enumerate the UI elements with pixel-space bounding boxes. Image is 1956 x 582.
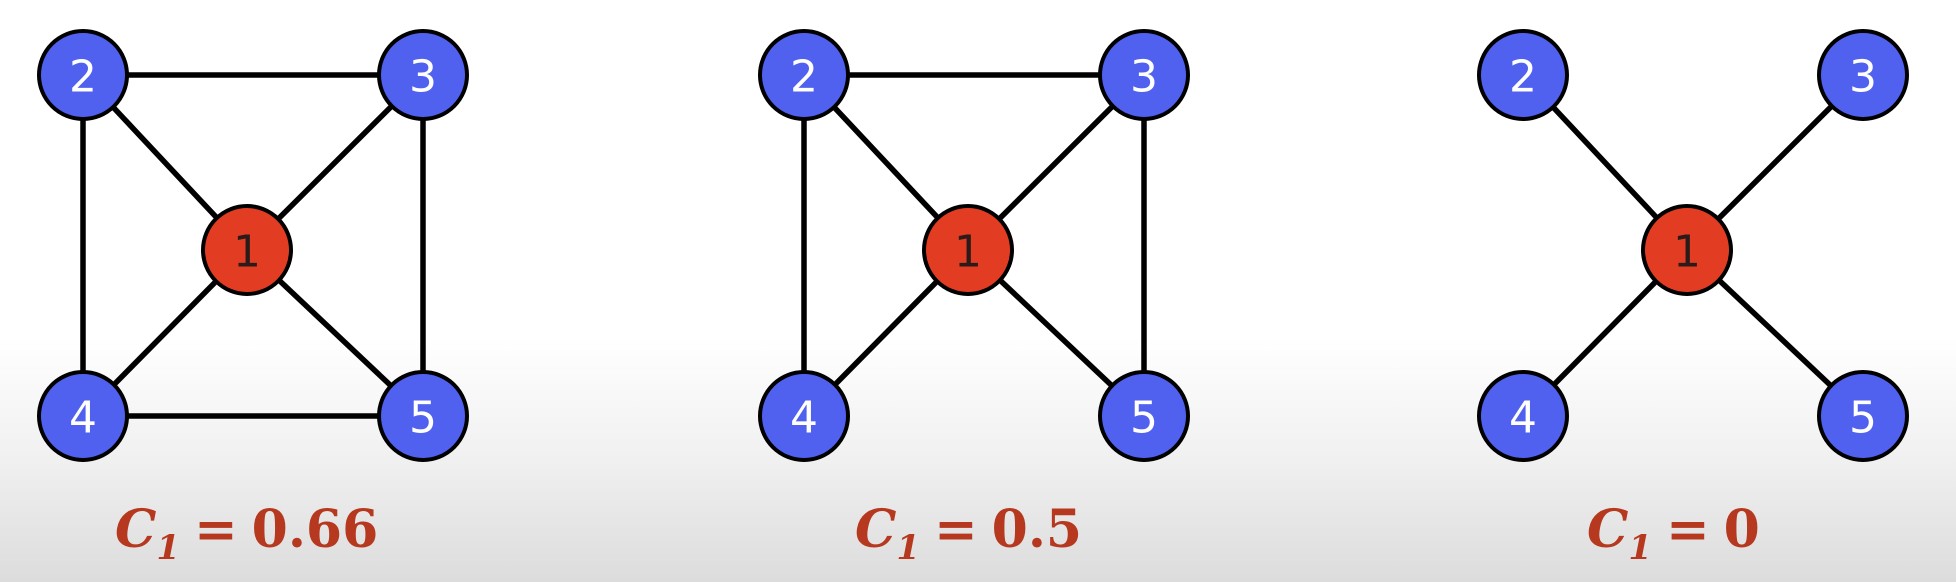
graph-panel-c1-0: 1 2 3 4 5 [1477, 29, 1909, 462]
node-1-circle [201, 204, 293, 296]
node-4-circle [37, 370, 129, 462]
caption-0: C1 = 0.66 [115, 499, 378, 568]
node-2-label: 2 [1509, 52, 1537, 103]
node-1-label: 1 [1673, 227, 1701, 278]
node-5-label: 5 [1849, 393, 1877, 444]
node-4-circle [758, 370, 850, 462]
node-1-label: 1 [233, 227, 261, 278]
node-1-label: 1 [954, 227, 982, 278]
node-5-circle [377, 370, 469, 462]
node-2-circle [758, 29, 850, 121]
node-5-circle [1098, 370, 1190, 462]
node-5-circle [1817, 370, 1909, 462]
node-4-label: 4 [1509, 393, 1537, 444]
node-4-label: 4 [790, 393, 818, 444]
node-2-circle [1477, 29, 1569, 121]
node-2-label: 2 [790, 52, 818, 103]
caption-1: C1 = 0.5 [855, 499, 1082, 568]
node-3-label: 3 [1849, 52, 1877, 103]
node-3-label: 3 [409, 52, 437, 103]
node-3-label: 3 [1130, 52, 1158, 103]
node-1-circle [1641, 204, 1733, 296]
node-1-circle [922, 204, 1014, 296]
node-3-circle [1098, 29, 1190, 121]
node-2-circle [37, 29, 129, 121]
caption-2: C1 = 0 [1587, 499, 1760, 568]
node-2-label: 2 [69, 52, 97, 103]
node-4-label: 4 [69, 393, 97, 444]
graph-panel-c1-0-5: 1 2 3 4 5 [758, 29, 1190, 462]
graph-panel-c1-0-66: 1 2 3 4 5 [37, 29, 469, 462]
node-5-label: 5 [409, 393, 437, 444]
node-4-circle [1477, 370, 1569, 462]
node-3-circle [377, 29, 469, 121]
node-5-label: 5 [1130, 393, 1158, 444]
node-3-circle [1817, 29, 1909, 121]
